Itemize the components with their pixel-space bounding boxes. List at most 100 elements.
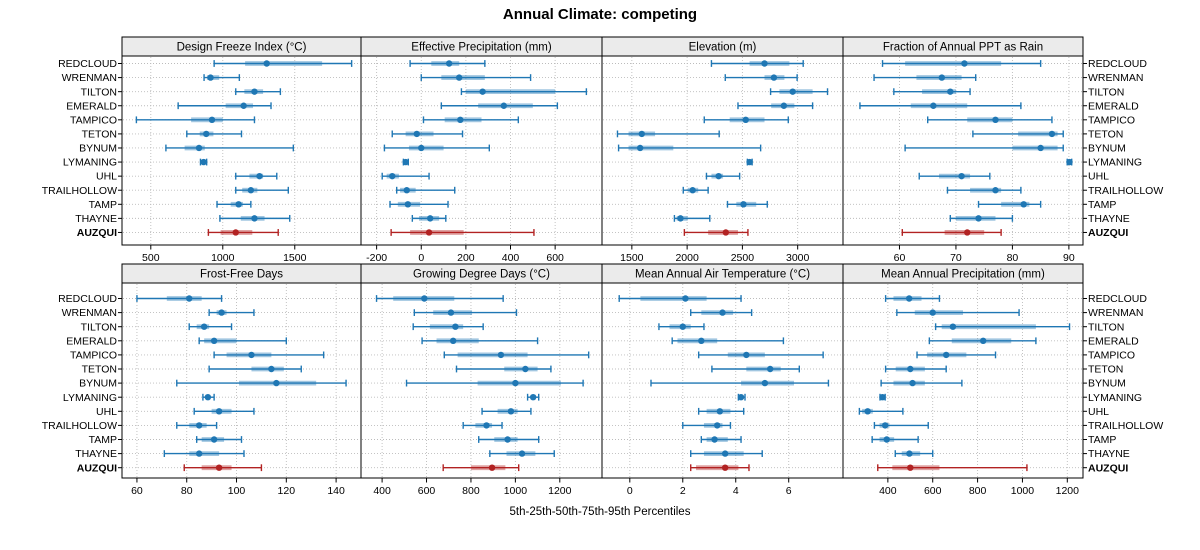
median-dot [200, 158, 207, 166]
percentile-row-lymaning [199, 158, 208, 166]
percentile-row-trailhollow [682, 422, 732, 429]
axis-tick-label: 6 [786, 485, 792, 497]
percentile-row-lymaning [879, 393, 886, 401]
series [381, 60, 588, 236]
axis-tick-label: 100 [228, 485, 246, 497]
percentile-row-tamp [977, 200, 1042, 208]
axis-tick-label: 90 [1063, 252, 1075, 264]
station-label-right-lymaning: LYMANING [1088, 392, 1142, 404]
panel-border [842, 282, 1084, 479]
strip-label-mean-annual-precipitation-mm: Mean Annual Precipitation (mm) [881, 269, 1045, 281]
station-label-left-lymaning: LYMANING [63, 392, 117, 404]
median-dot [207, 74, 214, 81]
median-dot [1037, 144, 1044, 152]
station-label-left-bynum: BYNUM [79, 378, 117, 390]
percentile-row-tilton [658, 323, 705, 331]
median-dot [1066, 158, 1073, 166]
median-dot [268, 365, 275, 373]
axis-tick-label: 140 [327, 485, 345, 497]
median-dot [413, 130, 420, 138]
percentile-row-wrenman [413, 309, 518, 316]
panel-bg [843, 56, 1083, 245]
x-axis: 1500 2000 2500 3000 [620, 245, 810, 264]
row-ticks [1083, 298, 1087, 469]
station-label-left-thayne: THAYNE [75, 448, 117, 460]
percentile-row-uhl [697, 407, 745, 415]
percentile-row-wrenman [208, 309, 255, 316]
percentile-row-tilton [769, 88, 829, 96]
percentile-row-thayne [673, 214, 711, 222]
median-dot [929, 309, 936, 316]
median-dot [746, 158, 753, 166]
percentile-row-tamp [871, 436, 919, 443]
axis-tick-label: 1200 [548, 485, 572, 497]
percentile-row-bynum [904, 144, 1064, 152]
tick-gridlines [136, 284, 337, 477]
axis-tick-label: 1200 [1056, 485, 1080, 497]
percentile-row-tilton [188, 323, 233, 331]
median-dot [248, 351, 255, 359]
percentile-row-auzqui [442, 464, 520, 472]
percentile-row-wrenman [724, 74, 798, 81]
median-dot [947, 88, 954, 95]
station-label-left-thayne: THAYNE [75, 213, 117, 225]
median-dot [737, 394, 745, 401]
percentile-row-uhl [705, 172, 741, 180]
x-axis: 60 70 80 90 [894, 245, 1075, 264]
percentile-row-tilton [235, 88, 282, 96]
series [375, 295, 590, 472]
median-dot [426, 215, 434, 222]
percentile-row-wrenman [896, 309, 1020, 316]
median-dot [864, 408, 871, 415]
station-label-left-tilton: TILTON [81, 321, 117, 333]
percentile-row-redcloud [884, 295, 941, 302]
percentile-row-tampico [443, 351, 590, 359]
axis-tick-label: 120 [278, 485, 296, 497]
median-dot [421, 295, 428, 302]
percentile-row-teton [616, 130, 720, 138]
strip-label-fraction-of-annual-ppt-as-rain: Fraction of Annual PPT as Rain [883, 42, 1043, 54]
series [135, 60, 353, 236]
tick-gridlines [631, 57, 799, 244]
station-label-left-tampico: TAMPICO [70, 350, 117, 362]
percentile-row-redcloud [375, 295, 504, 302]
tick-gridlines [629, 284, 790, 477]
percentile-row-tampico [135, 116, 256, 124]
median-dot [942, 351, 950, 359]
percentile-row-wrenman [203, 74, 241, 81]
axis-tick-label: 0 [627, 485, 633, 497]
median-dot [689, 187, 696, 194]
percentile-row-auzqui [390, 229, 535, 236]
percentile-row-tamp [195, 436, 243, 443]
station-label-left-trailhollow: TRAILHOLLOW [42, 420, 117, 432]
panel-bg [602, 56, 843, 245]
median-dot [716, 408, 724, 415]
median-dot [483, 422, 490, 429]
percentile-row-redcloud [710, 60, 804, 67]
station-label-right-tamp: TAMP [1088, 199, 1116, 211]
percentile-row-uhl [193, 407, 255, 415]
median-dot [879, 394, 886, 401]
median-dot [1020, 201, 1027, 208]
axis-tick-label: 1500 [620, 252, 644, 264]
tick-gridlines [899, 57, 1070, 244]
median-dot [512, 379, 519, 387]
station-label-right-uhl: UHL [1088, 406, 1109, 418]
median-dot [203, 130, 210, 138]
station-label-right-tampico: TAMPICO [1088, 350, 1135, 362]
percentile-row-tilton [412, 323, 484, 331]
axis-tick-label: 3000 [786, 252, 810, 264]
station-label-left-auzqui: AUZQUI [77, 462, 117, 474]
percentile-row-emerald [737, 102, 814, 110]
strip-label-design-freeze-index-c: Design Freeze Index (°C) [177, 42, 307, 54]
percentile-row-wrenman [420, 74, 532, 81]
panel-border [842, 55, 1084, 246]
axis-tick-label: 1000 [211, 252, 235, 264]
percentile-row-redcloud [881, 60, 1042, 67]
x-axis: -200 0 200 400 600 [366, 245, 564, 264]
x-axis: 400 600 800 1000 1200 [373, 478, 572, 497]
station-label-left-tamp: TAMP [89, 434, 117, 446]
percentile-row-teton [391, 130, 464, 138]
percentile-row-auzqui [877, 464, 1028, 472]
